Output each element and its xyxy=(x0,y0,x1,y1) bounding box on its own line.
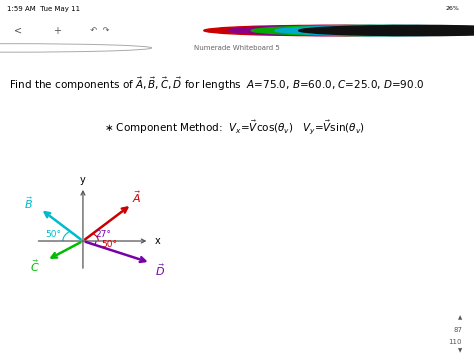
Text: 27°: 27° xyxy=(95,230,111,239)
Text: $\vec{C}$: $\vec{C}$ xyxy=(30,258,40,274)
Circle shape xyxy=(299,25,474,36)
Circle shape xyxy=(275,25,474,36)
Text: Find the components of $\vec{A},\vec{B},\vec{C},\vec{D}$ for lengths  $A$=75.0, : Find the components of $\vec{A},\vec{B},… xyxy=(9,76,425,93)
Text: 50°: 50° xyxy=(46,230,62,239)
Circle shape xyxy=(251,25,474,36)
Text: ▼: ▼ xyxy=(458,348,462,353)
Text: 87: 87 xyxy=(453,327,462,333)
Text: $\ast$ Component Method:  $V_x$=$\vec{V}$cos($\theta_v$)   $V_y$=$\vec{V}$sin($\: $\ast$ Component Method: $V_x$=$\vec{V}$… xyxy=(104,118,365,136)
Text: x: x xyxy=(155,236,161,246)
Text: 110: 110 xyxy=(449,339,462,344)
Text: ↶  ↷: ↶ ↷ xyxy=(85,26,110,35)
Text: y: y xyxy=(80,175,86,185)
Circle shape xyxy=(204,25,441,36)
Text: $\vec{B}$: $\vec{B}$ xyxy=(24,195,33,211)
Text: +: + xyxy=(53,26,61,36)
Circle shape xyxy=(228,25,465,36)
Text: <: < xyxy=(14,26,22,36)
Text: 26%: 26% xyxy=(446,6,460,11)
Text: 50°: 50° xyxy=(101,240,117,249)
Text: ▲: ▲ xyxy=(458,315,462,320)
Text: 1:59 AM  Tue May 11: 1:59 AM Tue May 11 xyxy=(7,6,80,12)
Text: Numerade Whiteboard 5: Numerade Whiteboard 5 xyxy=(194,45,280,51)
Text: $\vec{D}$: $\vec{D}$ xyxy=(155,262,165,278)
Text: $\vec{A}$: $\vec{A}$ xyxy=(132,189,141,204)
